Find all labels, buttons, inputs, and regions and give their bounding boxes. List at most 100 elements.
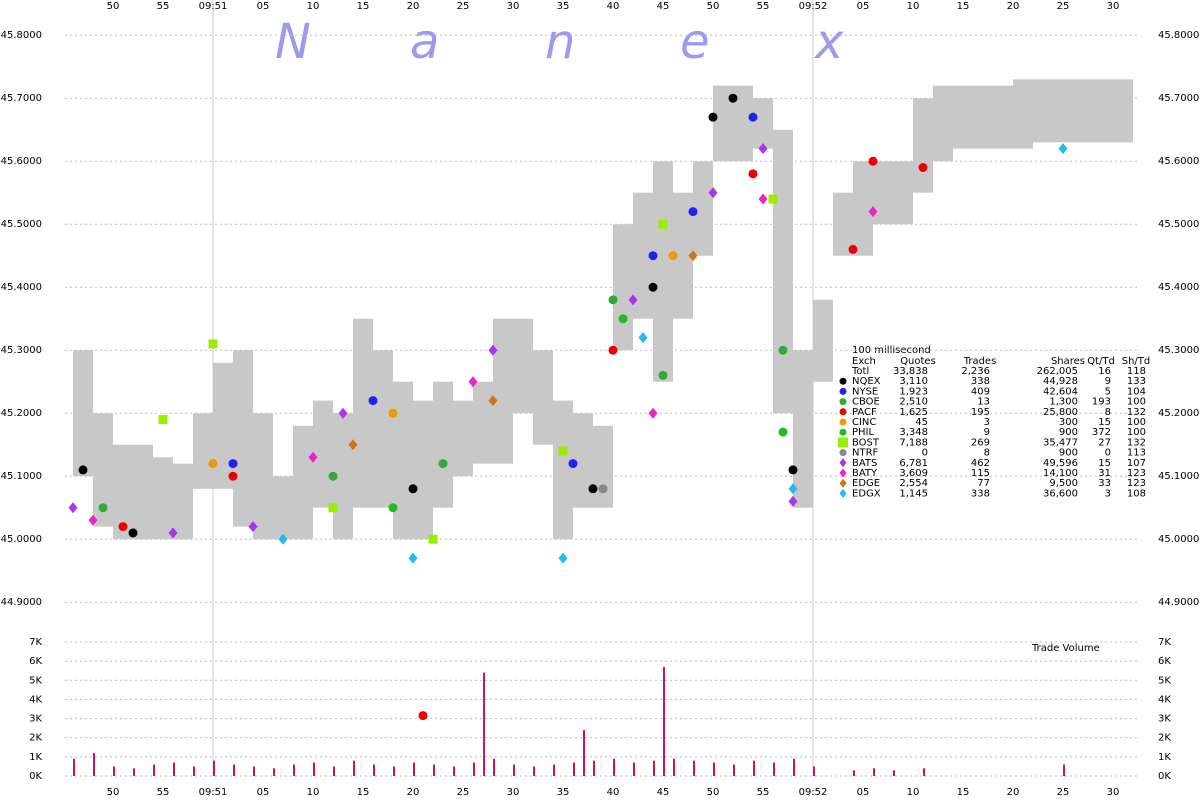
trade-point [688,207,698,217]
spread-band [693,161,713,256]
trade-point [728,93,738,103]
trade-point [488,344,498,356]
x-tick-label: 09:52 [799,787,828,798]
volume-bar [673,758,675,776]
trade-point [868,206,878,218]
x-tick-label: 25 [457,1,470,12]
legend-marker [839,468,847,478]
volume-bar [553,764,555,776]
volume-tick-label: 3K [29,714,42,725]
volume-bar [273,768,275,776]
table-cell: 195 [971,407,990,418]
volume-bar [393,766,395,776]
spread-band [513,318,533,414]
legend-label: PACF [852,407,877,418]
volume-bar [633,762,635,776]
legend-marker [839,488,847,498]
x-tick-label: 20 [407,1,420,12]
table-cell: 107 [1127,458,1146,469]
x-tick-label: 10 [307,787,320,798]
volume-bar [893,770,895,776]
trade-point [158,415,168,425]
volume-bar [583,730,585,776]
trade-point [408,484,418,494]
spread-band [333,413,353,540]
legend-label: NQEX [852,376,881,387]
volume-tick-label: 7K [29,637,42,648]
legend-marker [839,449,847,457]
legend-marker [838,437,848,448]
legend-marker [839,408,847,416]
trade-point [328,503,338,513]
volume-bar [153,764,155,776]
volume-bar [373,764,375,776]
table-cell: 372 [1092,427,1111,438]
legend-marker [839,458,847,468]
spread-band [993,85,1013,149]
volume-bar [133,768,135,776]
volume-bar [753,760,755,776]
volume-bar [313,762,315,776]
spread-band [173,463,193,540]
table-cell: 133 [1127,376,1146,387]
trade-point [388,408,398,418]
x-tick-label: 15 [957,787,970,798]
spread-band [653,161,673,382]
volume-tick-label: 7K [1158,637,1171,648]
table-header: Quotes [900,356,936,367]
table-cell: 27 [1098,437,1111,448]
trade-point [468,376,478,388]
trade-point [778,427,788,437]
table-cell: 409 [971,386,990,397]
spread-band [473,381,493,464]
trade-point [78,465,88,475]
legend-label: BOST [852,437,880,448]
trade-point [588,484,598,494]
table-header: Shares [1051,356,1085,367]
trade-point [98,503,108,513]
x-tick-label: 05 [857,1,870,12]
table-cell: 25,800 [1043,407,1078,418]
spread-band [833,192,853,256]
table-cell: 100 [1127,427,1146,438]
volume-bar [193,766,195,776]
spread-band [873,161,893,225]
x-tick-label: 15 [357,1,370,12]
spread-band [593,425,613,508]
table-cell: 113 [1127,448,1146,459]
spread-band [753,98,773,149]
x-tick-label: 20 [407,787,420,798]
trade-point [418,711,428,721]
table-cell: 3 [984,417,990,428]
y-tick-label: 45.3000 [1,345,42,356]
table-cell: 6,781 [899,458,928,469]
trade-point [428,534,438,544]
y-tick-label: 45.6000 [1158,156,1199,167]
volume-tick-label: 1K [1158,752,1171,763]
trade-point [658,219,668,229]
volume-bar [853,770,855,776]
volume-tick-label: 2K [1158,733,1171,744]
spread-band [1093,79,1113,143]
table-cell: 0 [922,448,928,459]
x-tick-label: 25 [1057,787,1070,798]
volume-bar [653,760,655,776]
x-tick-label: 30 [1107,1,1120,12]
spread-band [293,425,313,540]
legend-label: EDGX [852,488,881,499]
x-tick-label: 25 [457,787,470,798]
table-cell: 1,300 [1049,397,1078,408]
x-tick-label: 55 [757,787,770,798]
table-header: Trades [963,356,997,367]
volume-bar [433,764,435,776]
spread-band [813,299,833,382]
watermark-letter: e [680,14,710,70]
trade-point [168,527,178,539]
y-tick-label: 45.7000 [1158,93,1199,104]
volume-tick-label: 4K [29,694,42,705]
spread-band [493,318,513,464]
trade-point [568,459,578,469]
table-cell: 8 [1105,407,1111,418]
x-tick-label: 05 [857,787,870,798]
trade-point [648,407,658,419]
